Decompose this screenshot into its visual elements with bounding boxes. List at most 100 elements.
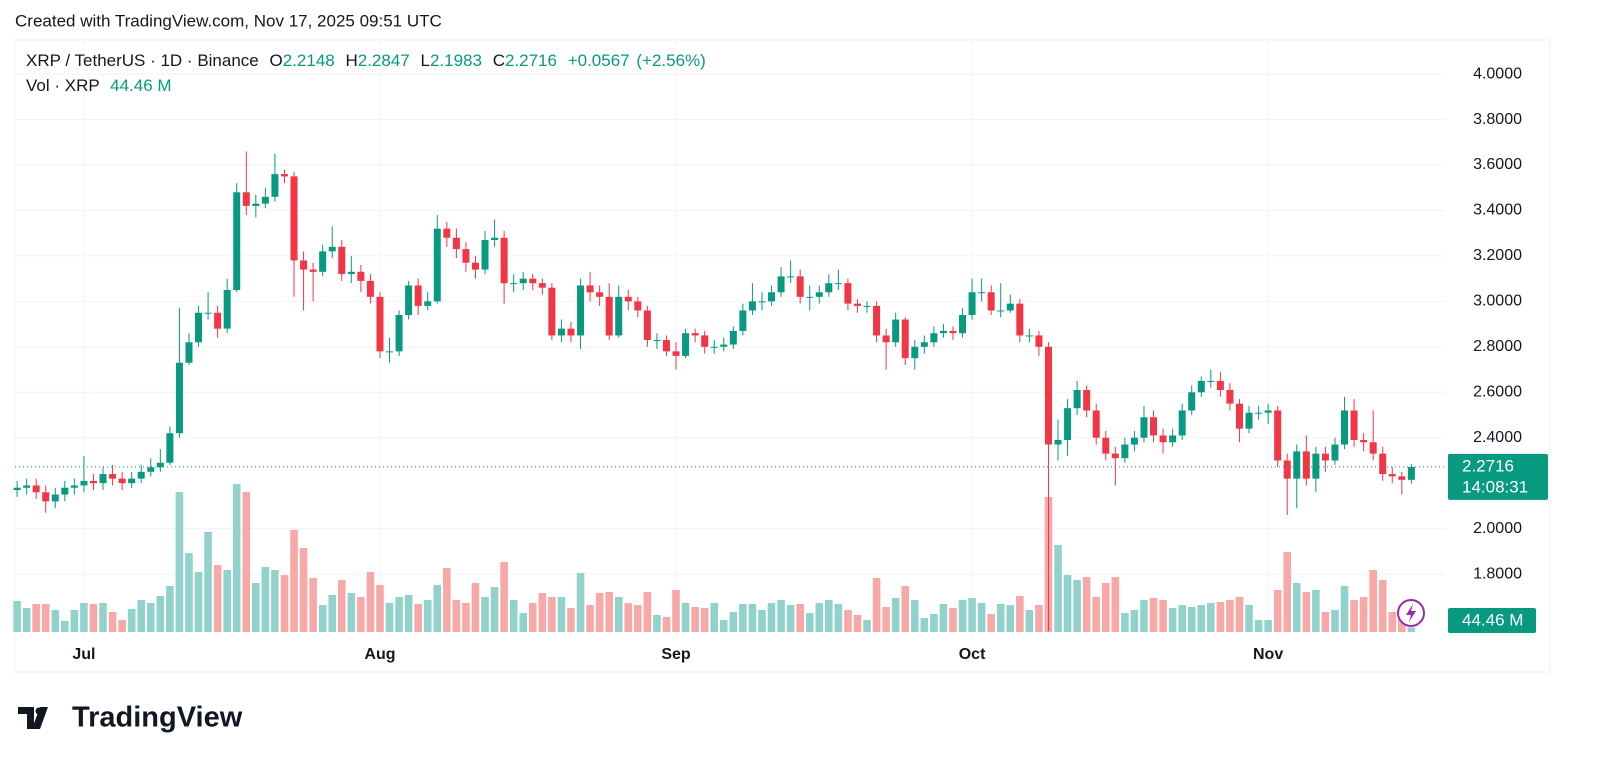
volume-bar xyxy=(452,600,461,632)
candle-body xyxy=(300,260,308,270)
volume-bar xyxy=(1207,603,1215,632)
volume-bar xyxy=(691,607,699,632)
volume-bar xyxy=(1245,605,1253,632)
volume-bar xyxy=(786,605,795,632)
candle-body xyxy=(529,278,537,284)
candle-body xyxy=(109,474,117,479)
volume-bar xyxy=(204,532,212,632)
volume-bar xyxy=(825,600,833,632)
volume-bar xyxy=(490,587,499,632)
volume-bar xyxy=(509,600,518,632)
volume-bar xyxy=(805,613,814,632)
candle-body xyxy=(443,228,451,238)
candle-body xyxy=(911,346,919,359)
candle-body xyxy=(42,492,50,502)
volume-bar xyxy=(1082,577,1091,632)
candle-body xyxy=(1064,408,1072,440)
candle-body xyxy=(1006,303,1014,311)
price-axis: 1.8000 2.0000 2.4000 2.6000 2.8000 3.0000 3.20… xyxy=(72,65,1522,663)
candle-body xyxy=(1379,453,1387,475)
candle-body xyxy=(319,251,327,272)
candle-body xyxy=(873,305,881,336)
candle-body xyxy=(271,174,279,197)
candle-body xyxy=(557,328,565,336)
candle-body xyxy=(567,328,575,336)
candle-body xyxy=(1207,380,1215,382)
volume-value: 44.46 M xyxy=(110,76,171,95)
ohlc-key: L xyxy=(420,51,429,70)
candle-body xyxy=(1407,466,1415,480)
candle-body xyxy=(13,487,21,490)
volume-bar xyxy=(13,601,21,632)
candle-body xyxy=(1255,412,1263,414)
candle-body xyxy=(615,296,623,336)
candle-body xyxy=(1388,474,1396,477)
volume-bar xyxy=(80,603,88,632)
candle-body xyxy=(1035,335,1043,347)
volume-bar xyxy=(1092,597,1101,632)
candle-body xyxy=(882,335,890,343)
candle-body xyxy=(701,335,709,347)
x-tick-label: Nov xyxy=(1253,646,1283,663)
volume-bar xyxy=(758,610,766,632)
candle-body xyxy=(1369,442,1377,454)
volume-bar xyxy=(41,604,50,632)
volume-bar xyxy=(443,568,451,632)
logo-mark xyxy=(18,707,48,729)
candle-body xyxy=(214,312,222,329)
volume-bar xyxy=(232,484,241,632)
volume-bar xyxy=(1197,605,1206,632)
candle-body xyxy=(452,237,460,250)
volume-bar xyxy=(968,598,976,632)
volume-bar xyxy=(949,608,957,632)
volume-bar xyxy=(920,618,929,632)
volume-bar xyxy=(1025,610,1034,632)
candle-body xyxy=(672,351,680,356)
candle-body xyxy=(653,340,661,341)
volume-bar xyxy=(1140,600,1148,632)
volume-bar xyxy=(1111,577,1120,632)
legend: XRP / TetherUS · 1D · Binance O2.2148 H2… xyxy=(26,51,706,70)
candle-body xyxy=(137,471,145,479)
ohlc-value: 2.1983 xyxy=(430,51,482,70)
candle-body xyxy=(1159,435,1167,443)
candle-body xyxy=(949,330,957,334)
volume-bar xyxy=(118,620,126,632)
volume-bar xyxy=(548,597,556,632)
candle-body xyxy=(710,346,718,348)
candle-body xyxy=(978,292,986,294)
candle-body xyxy=(1197,380,1205,393)
candle-body xyxy=(376,296,384,352)
volume-bar xyxy=(328,595,337,632)
y-tick-label: 2.6000 xyxy=(1473,383,1522,400)
y-tick-label: 3.6000 xyxy=(1473,156,1522,173)
volume-bar xyxy=(357,597,365,632)
volume-bar xyxy=(309,578,317,632)
volume-bar xyxy=(404,595,413,632)
volume-bar xyxy=(901,586,910,632)
volume-bar xyxy=(1226,600,1234,632)
volume-bar xyxy=(481,597,489,632)
change: +0.0567 xyxy=(568,51,630,70)
candle-body xyxy=(796,276,804,297)
candle-body xyxy=(863,305,871,307)
volume-bar xyxy=(624,603,633,632)
volume-bars xyxy=(13,484,1416,632)
candle-body xyxy=(548,287,556,336)
volume-bar xyxy=(1340,586,1349,632)
candle-body xyxy=(261,196,269,204)
volume-bar xyxy=(834,604,843,632)
volume-bar xyxy=(1216,602,1225,632)
candle-body xyxy=(577,285,585,336)
volume-bar xyxy=(108,612,117,632)
symbol-title: XRP / TetherUS · 1D · Binance xyxy=(26,51,259,70)
logo: TradingView xyxy=(18,702,243,734)
volume-bar xyxy=(1283,552,1292,632)
volume-bar xyxy=(32,604,40,632)
volume-bar xyxy=(156,596,165,632)
volume-bar xyxy=(796,604,804,632)
candle-body xyxy=(1130,437,1138,445)
candle-body xyxy=(51,494,59,502)
chart-frame xyxy=(14,39,1551,673)
volume-bar xyxy=(777,600,785,632)
